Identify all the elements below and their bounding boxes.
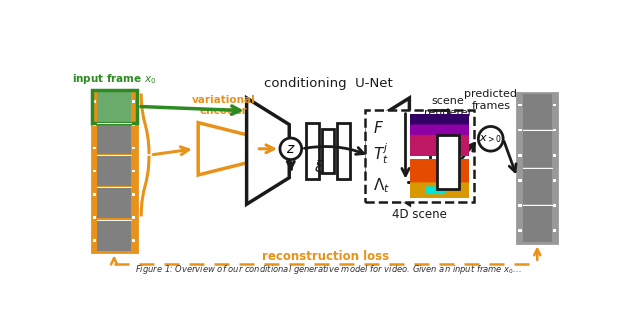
FancyBboxPatch shape xyxy=(93,124,96,126)
Circle shape xyxy=(280,138,301,160)
Text: $\varsigma$: $\varsigma$ xyxy=(410,136,420,152)
Text: input frame $x_0$: input frame $x_0$ xyxy=(72,72,156,86)
Circle shape xyxy=(478,126,503,151)
FancyBboxPatch shape xyxy=(97,124,131,154)
FancyBboxPatch shape xyxy=(523,131,552,167)
Text: reconstruction loss: reconstruction loss xyxy=(262,250,389,263)
FancyBboxPatch shape xyxy=(97,188,131,218)
Text: $x_{>0}$: $x_{>0}$ xyxy=(479,133,502,145)
Text: scene
renderer: scene renderer xyxy=(424,96,472,118)
FancyBboxPatch shape xyxy=(518,129,522,131)
FancyBboxPatch shape xyxy=(132,147,136,149)
Text: $T_t^j$: $T_t^j$ xyxy=(373,142,388,166)
FancyBboxPatch shape xyxy=(518,104,522,106)
FancyBboxPatch shape xyxy=(553,229,556,232)
FancyBboxPatch shape xyxy=(132,170,136,173)
FancyBboxPatch shape xyxy=(337,124,349,179)
FancyBboxPatch shape xyxy=(97,91,131,121)
FancyBboxPatch shape xyxy=(97,221,131,251)
FancyBboxPatch shape xyxy=(97,156,131,186)
Text: 4D scene: 4D scene xyxy=(392,208,447,221)
Text: $\xi$: $\xi$ xyxy=(314,158,324,177)
FancyBboxPatch shape xyxy=(437,135,459,189)
FancyBboxPatch shape xyxy=(307,124,319,179)
FancyBboxPatch shape xyxy=(523,206,552,242)
FancyBboxPatch shape xyxy=(553,129,556,131)
FancyBboxPatch shape xyxy=(93,100,96,103)
FancyBboxPatch shape xyxy=(132,124,136,126)
Polygon shape xyxy=(198,123,256,175)
FancyBboxPatch shape xyxy=(365,110,474,202)
FancyBboxPatch shape xyxy=(523,94,552,129)
FancyBboxPatch shape xyxy=(132,100,136,103)
Text: variational
encoder: variational encoder xyxy=(191,95,255,117)
Text: Figure 1: Overview of our conditional generative model for video. Given an input: Figure 1: Overview of our conditional ge… xyxy=(135,263,521,276)
Text: $\Lambda_t$: $\Lambda_t$ xyxy=(373,176,390,195)
Text: $F$: $F$ xyxy=(373,120,384,136)
Polygon shape xyxy=(246,98,289,204)
FancyBboxPatch shape xyxy=(518,204,522,207)
FancyBboxPatch shape xyxy=(93,216,96,219)
FancyBboxPatch shape xyxy=(132,193,136,196)
Text: conditioning  U-Net: conditioning U-Net xyxy=(264,77,392,90)
FancyBboxPatch shape xyxy=(93,239,96,242)
FancyBboxPatch shape xyxy=(92,90,136,252)
FancyBboxPatch shape xyxy=(553,154,556,156)
FancyBboxPatch shape xyxy=(553,204,556,207)
FancyBboxPatch shape xyxy=(523,169,552,204)
FancyBboxPatch shape xyxy=(518,179,522,181)
FancyBboxPatch shape xyxy=(93,170,96,173)
FancyBboxPatch shape xyxy=(517,93,557,243)
FancyBboxPatch shape xyxy=(553,179,556,181)
FancyBboxPatch shape xyxy=(93,147,96,149)
FancyBboxPatch shape xyxy=(518,154,522,156)
Text: predicted
frames: predicted frames xyxy=(464,89,517,111)
FancyBboxPatch shape xyxy=(553,104,556,106)
FancyBboxPatch shape xyxy=(132,239,136,242)
FancyBboxPatch shape xyxy=(132,216,136,219)
Text: $z$: $z$ xyxy=(286,142,296,156)
FancyBboxPatch shape xyxy=(93,193,96,196)
Polygon shape xyxy=(367,98,410,204)
FancyBboxPatch shape xyxy=(518,229,522,232)
FancyBboxPatch shape xyxy=(322,129,334,173)
